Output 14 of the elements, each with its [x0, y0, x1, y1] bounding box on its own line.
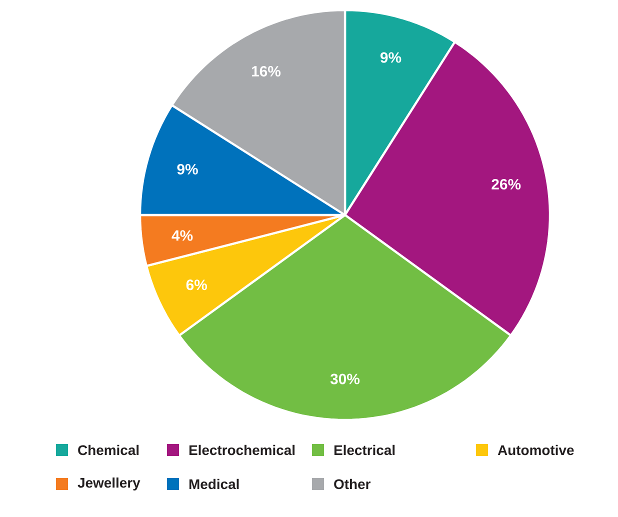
legend-label: Chemical [78, 444, 139, 456]
legend-label: Other [334, 478, 371, 490]
data-label: 16% [252, 66, 281, 77]
legend-label: Automotive [498, 444, 574, 456]
legend-label: Jewellery [78, 477, 140, 490]
data-label: 30% [330, 374, 360, 384]
data-label: 9% [177, 164, 198, 175]
data-label: 26% [492, 178, 521, 190]
data-label: 4% [172, 230, 193, 241]
legend-label: Electrochemical [189, 444, 295, 456]
data-label: 9% [380, 52, 402, 63]
data-label: 6% [186, 280, 208, 290]
legend-label: Medical [189, 478, 239, 490]
legend-label: Electrical [334, 444, 395, 456]
